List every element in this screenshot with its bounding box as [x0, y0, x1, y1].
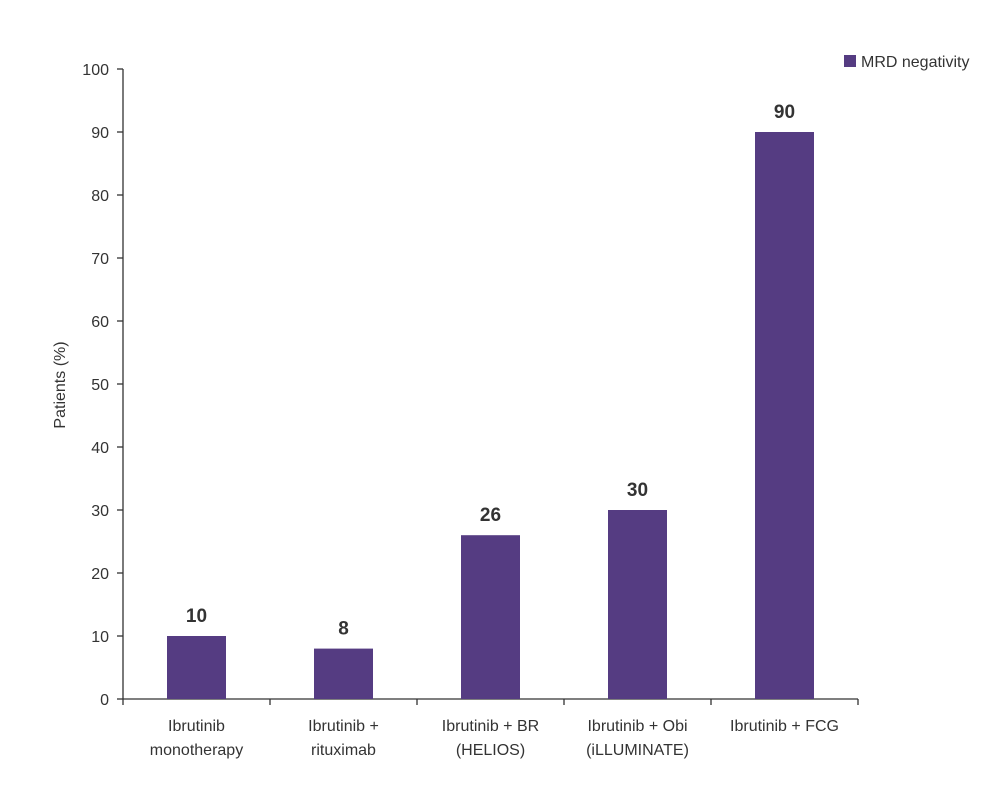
bar-value-label: 8	[338, 619, 349, 640]
x-category-label-line: Ibrutinib + BR	[442, 718, 539, 735]
y-axis: 0 10 20 30 40 50 60 70 80 90 100	[82, 62, 124, 709]
legend-swatch	[844, 55, 856, 67]
x-category-label-line: monotherapy	[150, 742, 243, 759]
y-tick-label: 30	[91, 503, 109, 520]
y-tick-label: 70	[91, 251, 109, 268]
y-tick-label: 10	[91, 629, 109, 646]
x-category-label-line: (iLLUMINATE)	[586, 742, 689, 759]
x-category-label: Ibrutinib + Obi (iLLUMINATE)	[586, 718, 689, 759]
x-category-label-line: Ibrutinib +	[308, 718, 379, 735]
bar	[755, 132, 814, 699]
x-category-label-line: Ibrutinib	[168, 718, 225, 735]
legend-label: MRD negativity	[861, 54, 969, 71]
y-tick-label: 80	[91, 188, 109, 205]
x-category-label: Ibrutinib + BR (HELIOS)	[442, 718, 539, 759]
bar-value-label: 10	[186, 606, 207, 627]
data-labels: 10 8 26 30 90	[186, 102, 795, 640]
x-category-label-line: (HELIOS)	[456, 742, 525, 759]
y-tick-label: 40	[91, 440, 109, 457]
y-tick-label: 20	[91, 566, 109, 583]
bar	[314, 648, 373, 699]
x-category-label: Ibrutinib + rituximab	[308, 718, 379, 759]
bar-value-label: 30	[627, 480, 648, 501]
bar-value-label: 26	[480, 505, 501, 526]
y-tick-label: 0	[100, 692, 109, 709]
bars	[167, 132, 814, 699]
bar-value-label: 90	[774, 102, 795, 123]
bar	[608, 510, 667, 699]
y-axis-title: Patients (%)	[52, 341, 69, 428]
x-axis: Ibrutinib monotherapy Ibrutinib + rituximab…	[122, 698, 859, 759]
x-category-label: Ibrutinib + FCG	[730, 718, 839, 735]
y-tick-label: 100	[82, 62, 109, 79]
legend: MRD negativity	[844, 54, 969, 71]
y-tick-label: 50	[91, 377, 109, 394]
x-category-label: Ibrutinib monotherapy	[150, 718, 243, 759]
bar	[167, 636, 226, 699]
x-category-label-line: Ibrutinib + FCG	[730, 718, 839, 735]
y-tick-label: 60	[91, 314, 109, 331]
y-tick-label: 90	[91, 125, 109, 142]
x-category-label-line: rituximab	[311, 742, 376, 759]
bar	[461, 535, 520, 699]
x-category-label-line: Ibrutinib + Obi	[587, 718, 687, 735]
